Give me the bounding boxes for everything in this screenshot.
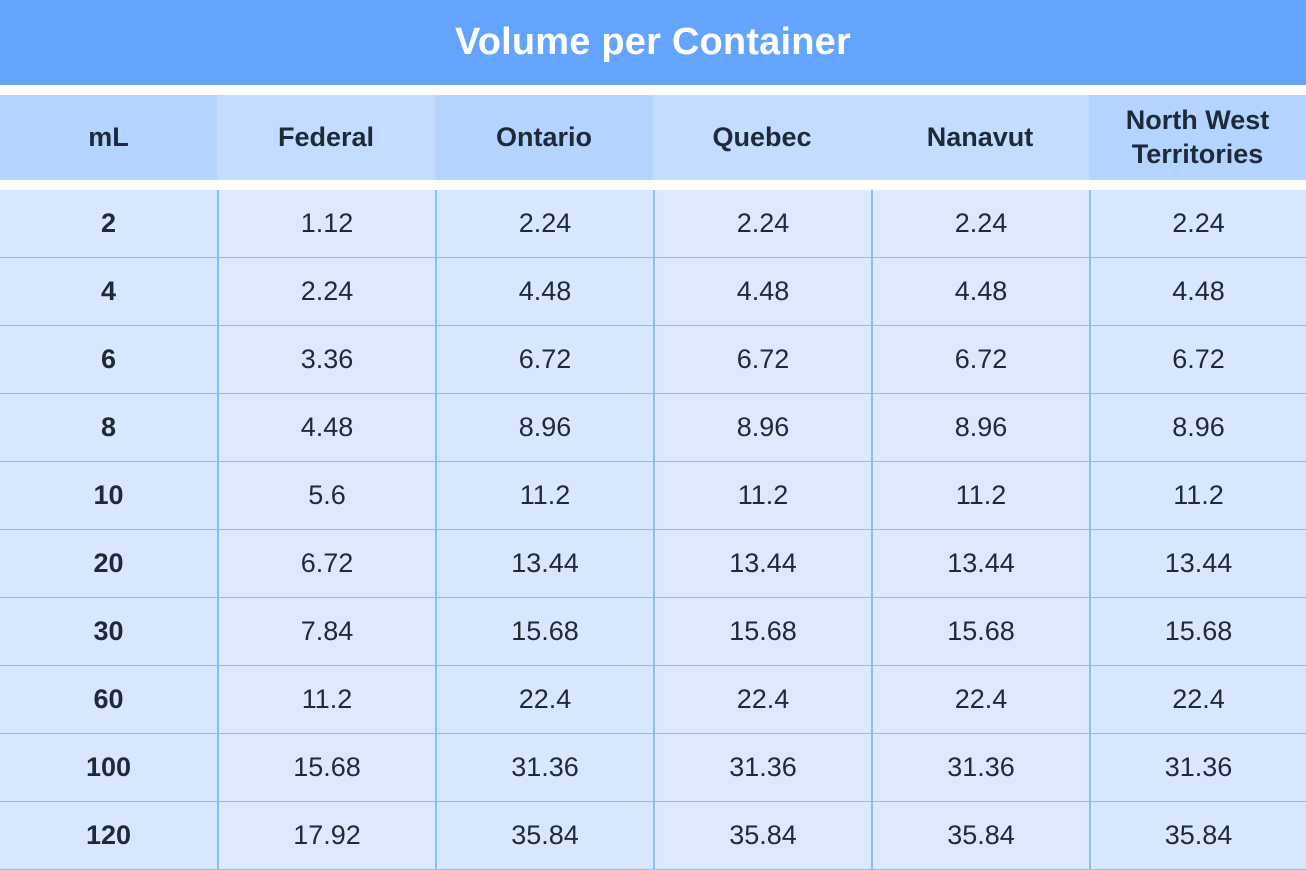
cell-federal: 7.84 — [217, 598, 435, 665]
cell-ml: 2 — [0, 190, 217, 257]
cell-federal: 5.6 — [217, 462, 435, 529]
cell-ml: 30 — [0, 598, 217, 665]
cell-north-west-territories: 35.84 — [1089, 802, 1306, 869]
cell-nanavut: 35.84 — [871, 802, 1089, 869]
cell-quebec: 22.4 — [653, 666, 871, 733]
cell-ontario: 22.4 — [435, 666, 653, 733]
cell-federal: 11.2 — [217, 666, 435, 733]
cell-quebec: 8.96 — [653, 394, 871, 461]
cell-ml: 60 — [0, 666, 217, 733]
table-row: 20 6.72 13.44 13.44 13.44 13.44 — [0, 530, 1306, 598]
cell-nanavut: 6.72 — [871, 326, 1089, 393]
cell-ml: 10 — [0, 462, 217, 529]
cell-federal: 3.36 — [217, 326, 435, 393]
cell-nanavut: 11.2 — [871, 462, 1089, 529]
title-bar: Volume per Container — [0, 0, 1306, 85]
cell-nanavut: 15.68 — [871, 598, 1089, 665]
cell-ml: 100 — [0, 734, 217, 801]
cell-quebec: 2.24 — [653, 190, 871, 257]
cell-federal: 4.48 — [217, 394, 435, 461]
table-row: 30 7.84 15.68 15.68 15.68 15.68 — [0, 598, 1306, 666]
cell-nanavut: 2.24 — [871, 190, 1089, 257]
header-nanavut: Nanavut — [871, 95, 1089, 180]
cell-nanavut: 13.44 — [871, 530, 1089, 597]
cell-nanavut: 31.36 — [871, 734, 1089, 801]
cell-ontario: 8.96 — [435, 394, 653, 461]
cell-quebec: 6.72 — [653, 326, 871, 393]
cell-ontario: 11.2 — [435, 462, 653, 529]
cell-ontario: 4.48 — [435, 258, 653, 325]
cell-north-west-territories: 15.68 — [1089, 598, 1306, 665]
cell-federal: 2.24 — [217, 258, 435, 325]
cell-ml: 8 — [0, 394, 217, 461]
cell-quebec: 4.48 — [653, 258, 871, 325]
cell-ontario: 6.72 — [435, 326, 653, 393]
table-row: 10 5.6 11.2 11.2 11.2 11.2 — [0, 462, 1306, 530]
table-row: 120 17.92 35.84 35.84 35.84 35.84 — [0, 802, 1306, 870]
table-row: 2 1.12 2.24 2.24 2.24 2.24 — [0, 190, 1306, 258]
table-title: Volume per Container — [454, 21, 852, 63]
cell-ontario: 15.68 — [435, 598, 653, 665]
cell-north-west-territories: 4.48 — [1089, 258, 1306, 325]
cell-nanavut: 4.48 — [871, 258, 1089, 325]
cell-ml: 6 — [0, 326, 217, 393]
cell-quebec: 15.68 — [653, 598, 871, 665]
cell-federal: 6.72 — [217, 530, 435, 597]
header-north-west-territories: North West Territories — [1089, 95, 1306, 180]
cell-federal: 15.68 — [217, 734, 435, 801]
header-ontario: Ontario — [435, 95, 653, 180]
table-row: 100 15.68 31.36 31.36 31.36 31.36 — [0, 734, 1306, 802]
header-quebec: Quebec — [653, 95, 871, 180]
table-row: 8 4.48 8.96 8.96 8.96 8.96 — [0, 394, 1306, 462]
cell-quebec: 11.2 — [653, 462, 871, 529]
table-body: 2 1.12 2.24 2.24 2.24 2.24 4 2.24 4.48 4.48 4.48 4.… — [0, 190, 1306, 870]
cell-north-west-territories: 2.24 — [1089, 190, 1306, 257]
cell-federal: 1.12 — [217, 190, 435, 257]
table-row: 4 2.24 4.48 4.48 4.48 4.48 — [0, 258, 1306, 326]
cell-federal: 17.92 — [217, 802, 435, 869]
cell-quebec: 13.44 — [653, 530, 871, 597]
header-federal: Federal — [217, 95, 435, 180]
cell-north-west-territories: 6.72 — [1089, 326, 1306, 393]
cell-ontario: 35.84 — [435, 802, 653, 869]
cell-north-west-territories: 13.44 — [1089, 530, 1306, 597]
cell-north-west-territories: 31.36 — [1089, 734, 1306, 801]
cell-quebec: 35.84 — [653, 802, 871, 869]
cell-north-west-territories: 22.4 — [1089, 666, 1306, 733]
table-header-row: mL Federal Ontario Quebec Nanavut North … — [0, 95, 1306, 180]
cell-ontario: 2.24 — [435, 190, 653, 257]
header-ml: mL — [0, 95, 217, 180]
cell-ontario: 31.36 — [435, 734, 653, 801]
table-row: 60 11.2 22.4 22.4 22.4 22.4 — [0, 666, 1306, 734]
cell-ml: 20 — [0, 530, 217, 597]
cell-ml: 4 — [0, 258, 217, 325]
cell-quebec: 31.36 — [653, 734, 871, 801]
cell-north-west-territories: 11.2 — [1089, 462, 1306, 529]
cell-nanavut: 8.96 — [871, 394, 1089, 461]
table-row: 6 3.36 6.72 6.72 6.72 6.72 — [0, 326, 1306, 394]
cell-ml: 120 — [0, 802, 217, 869]
cell-nanavut: 22.4 — [871, 666, 1089, 733]
cell-ontario: 13.44 — [435, 530, 653, 597]
cell-north-west-territories: 8.96 — [1089, 394, 1306, 461]
